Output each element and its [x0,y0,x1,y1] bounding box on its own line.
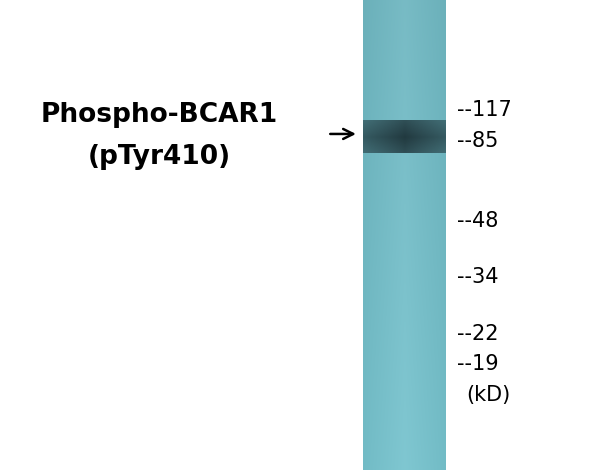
Text: --19: --19 [457,354,499,374]
Text: (pTyr410): (pTyr410) [88,144,231,171]
Text: --22: --22 [457,324,499,344]
Text: --48: --48 [457,211,499,231]
Text: --85: --85 [457,131,499,151]
Text: --117: --117 [457,101,512,120]
Text: --34: --34 [457,267,499,287]
Text: Phospho-BCAR1: Phospho-BCAR1 [41,102,278,128]
Text: (kD): (kD) [466,385,510,405]
